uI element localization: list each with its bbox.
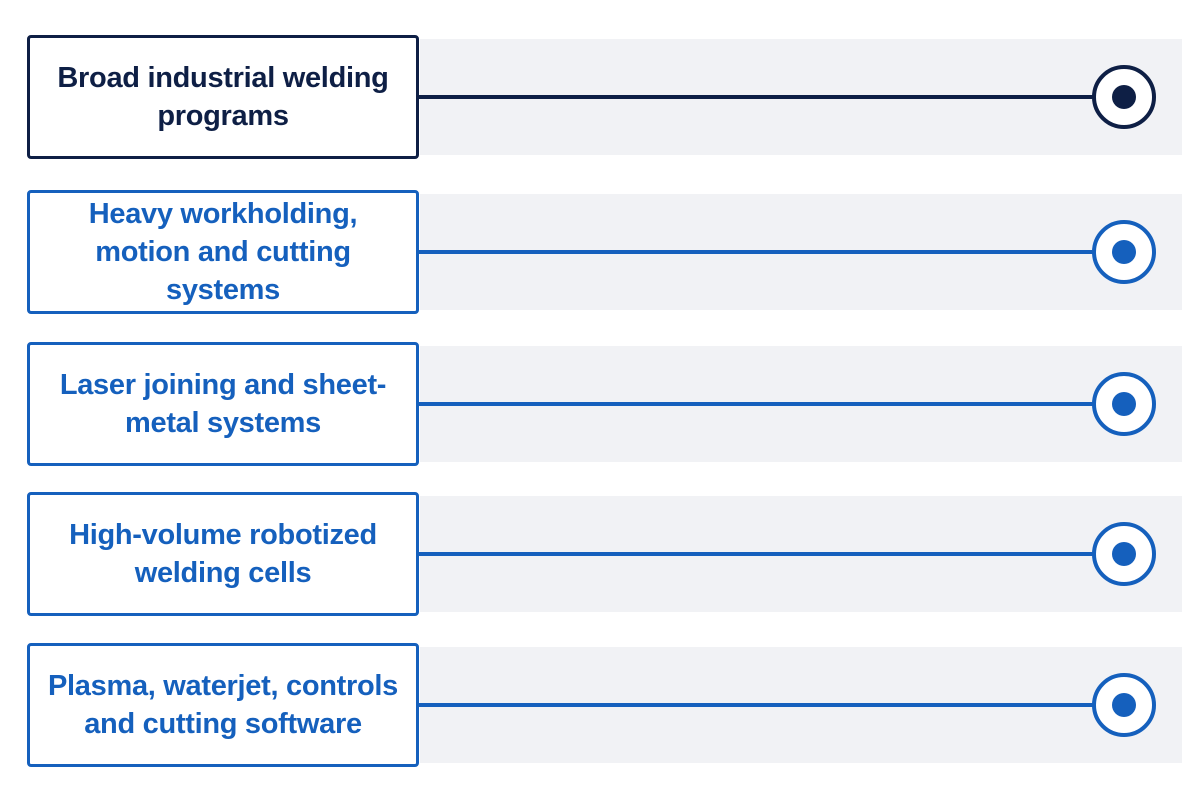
option-connector-line xyxy=(418,703,1098,707)
option-connector-line xyxy=(418,402,1098,406)
option-label: Heavy workholding, motion and cutting sy… xyxy=(88,198,358,306)
option-connector-line xyxy=(418,95,1098,99)
option-row[interactable]: Broad industrial welding programs xyxy=(0,35,1200,159)
option-label: High-volume robotized welding cells xyxy=(69,519,377,589)
radio-knob-dot xyxy=(1112,542,1136,566)
option-row[interactable]: High-volume robotized welding cells xyxy=(0,492,1200,616)
radio-knob-icon[interactable] xyxy=(1092,372,1156,436)
option-label-box[interactable]: Broad industrial welding programs xyxy=(27,35,419,159)
option-row[interactable]: Laser joining and sheet-metal systems xyxy=(0,342,1200,466)
radio-knob-dot xyxy=(1112,85,1136,109)
radio-knob-icon[interactable] xyxy=(1092,65,1156,129)
radio-knob-dot xyxy=(1112,392,1136,416)
option-label-box[interactable]: High-volume robotized welding cells xyxy=(27,492,419,616)
radio-knob-dot xyxy=(1112,693,1136,717)
radio-knob-icon[interactable] xyxy=(1092,220,1156,284)
option-label: Laser joining and sheet-metal systems xyxy=(59,369,387,439)
option-row[interactable]: Plasma, waterjet, controls and cutting s… xyxy=(0,643,1200,767)
option-label: Broad industrial welding programs xyxy=(57,62,389,132)
option-connector-line xyxy=(418,250,1098,254)
option-connector-line xyxy=(418,552,1098,556)
radio-knob-icon[interactable] xyxy=(1092,522,1156,586)
radio-knob-icon[interactable] xyxy=(1092,673,1156,737)
option-label-box[interactable]: Laser joining and sheet-metal systems xyxy=(27,342,419,466)
radio-knob-dot xyxy=(1112,240,1136,264)
option-row[interactable]: Heavy workholding, motion and cutting sy… xyxy=(0,190,1200,314)
option-label-box[interactable]: Heavy workholding, motion and cutting sy… xyxy=(27,190,419,314)
option-label: Plasma, waterjet, controls and cutting s… xyxy=(48,670,398,740)
option-label-box[interactable]: Plasma, waterjet, controls and cutting s… xyxy=(27,643,419,767)
